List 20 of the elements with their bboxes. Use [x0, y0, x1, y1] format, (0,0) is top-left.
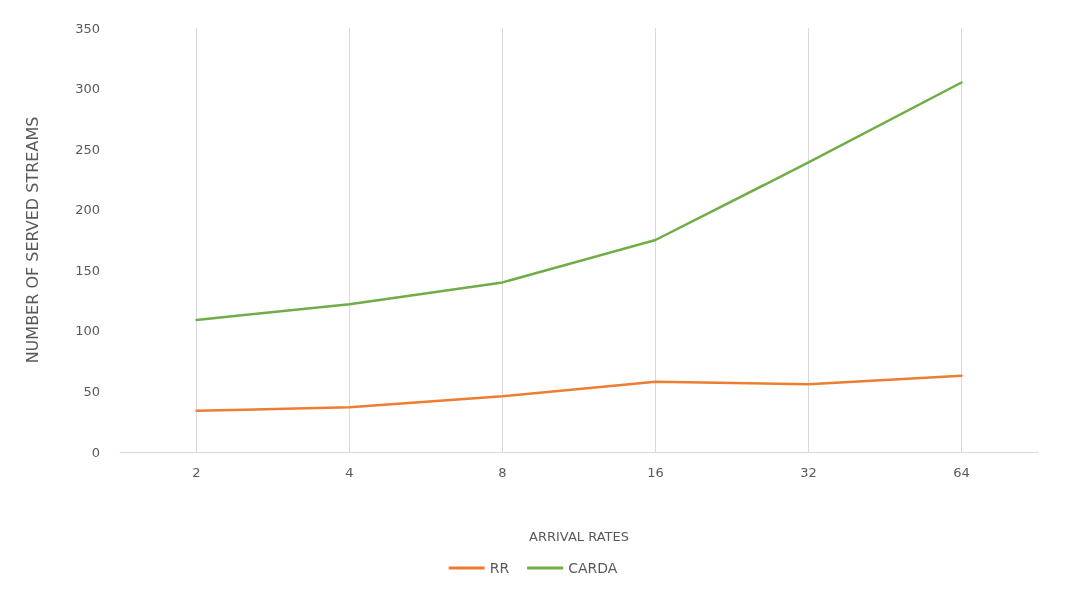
- y-axis-title: NUMBER OF SERVED STREAMS: [22, 116, 42, 364]
- y-tick-label: 300: [75, 81, 100, 97]
- y-tick-label: 150: [75, 262, 100, 278]
- y-tick-label: 350: [75, 20, 100, 36]
- x-tick-label: 8: [498, 465, 507, 480]
- y-tick-label: 100: [75, 323, 100, 339]
- line-series: [195, 374, 963, 413]
- legend-label: RR: [489, 560, 510, 576]
- line-series: [195, 81, 963, 322]
- y-tick-label: 50: [83, 383, 100, 399]
- x-tick-label: 16: [647, 465, 664, 480]
- x-tick-label: 64: [953, 465, 970, 480]
- x-tick-label: 2: [192, 465, 201, 480]
- x-axis-title: ARRIVAL RATES: [529, 529, 629, 544]
- legend-label: CARDA: [568, 560, 618, 576]
- x-tick-label: 32: [800, 465, 817, 480]
- y-tick-label: 250: [75, 141, 100, 157]
- y-tick-label: 0: [91, 444, 100, 460]
- y-tick-label: 200: [75, 202, 100, 218]
- x-tick-label: 4: [345, 465, 354, 480]
